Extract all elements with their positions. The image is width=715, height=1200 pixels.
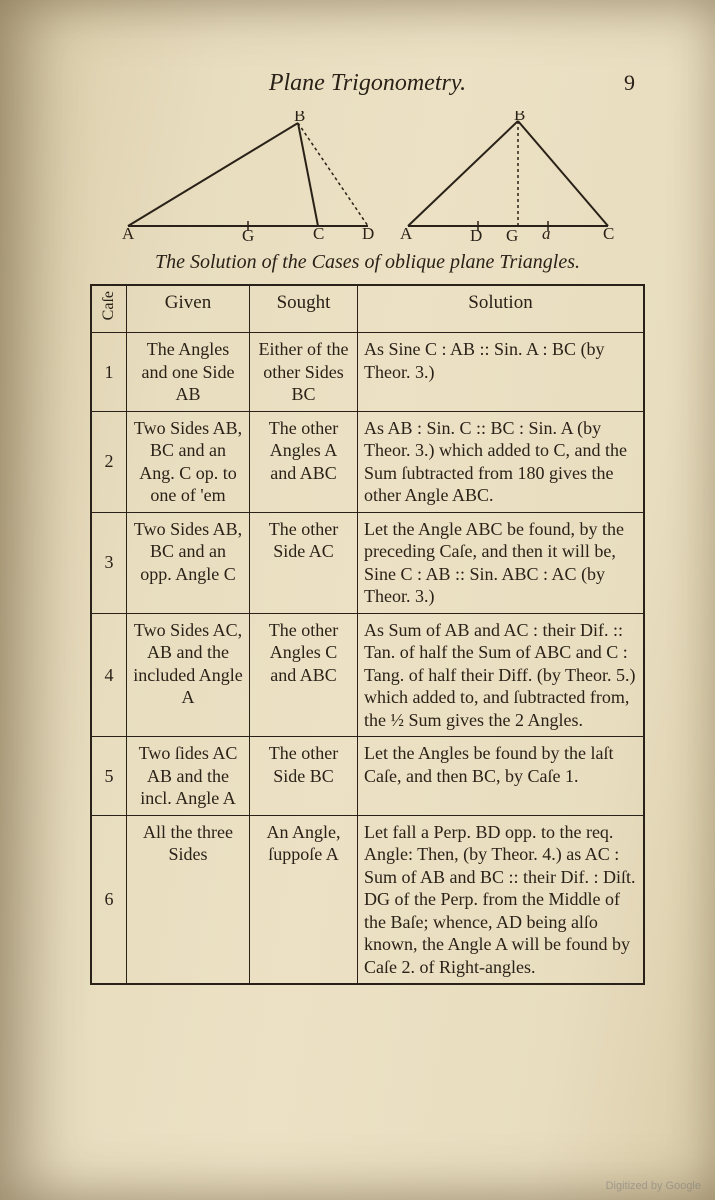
case-number: 1 [91, 333, 127, 412]
triangle-figures: A B C D G A B C D G a [90, 111, 645, 241]
col-case: Caſe [91, 285, 127, 333]
label-A: A [122, 224, 135, 241]
given-cell: The Angles and one Side AB [127, 333, 250, 412]
solution-cell: As Sum of AB and AC : their Dif. :: Tan.… [358, 613, 645, 737]
label-C2: C [603, 224, 614, 241]
case-number: 3 [91, 512, 127, 613]
table-row: 5 Two ſides AC AB and the incl. Angle A … [91, 737, 644, 816]
col-solution: Solution [358, 285, 645, 333]
label-C: C [313, 224, 324, 241]
label-D: D [362, 224, 374, 241]
label-a2: a [542, 224, 551, 241]
solution-cell: As AB : Sin. C :: BC : Sin. A (by Theor.… [358, 411, 645, 512]
label-D2: D [470, 226, 482, 241]
sought-cell: The other Angles A and ABC [250, 411, 358, 512]
given-cell: Two Sides AB, BC and an Ang. C op. to on… [127, 411, 250, 512]
col-sought: Sought [250, 285, 358, 333]
given-cell: Two Sides AC, AB and the included Angle … [127, 613, 250, 737]
triangle-figure-left: A B C D G [118, 111, 378, 241]
sought-cell: The other Angles C and ABC [250, 613, 358, 737]
sought-cell: The other Side AC [250, 512, 358, 613]
solution-cell: Let the Angles be found by the laſt Caſe… [358, 737, 645, 816]
solution-cell: Let the Angle ABC be found, by the prece… [358, 512, 645, 613]
solution-cell: As Sine C : AB :: Sin. A : BC (by Theor.… [358, 333, 645, 412]
label-G: G [242, 226, 254, 241]
book-page: Plane Trigonometry. 9 A B C D G [0, 0, 715, 1200]
table-row: 3 Two Sides AB, BC and an opp. Angle C T… [91, 512, 644, 613]
case-number: 5 [91, 737, 127, 816]
running-title: Plane Trigonometry. [269, 70, 466, 97]
table-header-row: Caſe Given Sought Solution [91, 285, 644, 333]
label-B2: B [514, 111, 525, 124]
given-cell: Two Sides AB, BC and an opp. Angle C [127, 512, 250, 613]
given-cell: All the three Sides [127, 815, 250, 984]
case-number: 2 [91, 411, 127, 512]
scan-watermark: Digitized by Google [606, 1180, 701, 1192]
sought-cell: The other Side BC [250, 737, 358, 816]
sought-cell: An Angle, ſuppoſe A [250, 815, 358, 984]
label-A2: A [400, 224, 413, 241]
page-number: 9 [624, 70, 635, 96]
given-cell: Two ſides AC AB and the incl. Angle A [127, 737, 250, 816]
table-row: 6 All the three Sides An Angle, ſuppoſe … [91, 815, 644, 984]
solution-cell: Let fall a Perp. BD opp. to the req. Ang… [358, 815, 645, 984]
col-given: Given [127, 285, 250, 333]
label-G2: G [506, 226, 518, 241]
table-row: 2 Two Sides AB, BC and an Ang. C op. to … [91, 411, 644, 512]
case-number: 4 [91, 613, 127, 737]
label-B: B [294, 111, 305, 125]
case-number: 6 [91, 815, 127, 984]
table-row: 4 Two Sides AC, AB and the included Angl… [91, 613, 644, 737]
section-subtitle: The Solution of the Cases of oblique pla… [90, 251, 645, 274]
table-row: 1 The Angles and one Side AB Either of t… [91, 333, 644, 412]
sought-cell: Either of the other Sides BC [250, 333, 358, 412]
triangle-figure-right: A B C D G a [398, 111, 618, 241]
page-header: Plane Trigonometry. 9 [90, 70, 645, 97]
cases-table: Caſe Given Sought Solution 1 The Angles … [90, 284, 645, 985]
